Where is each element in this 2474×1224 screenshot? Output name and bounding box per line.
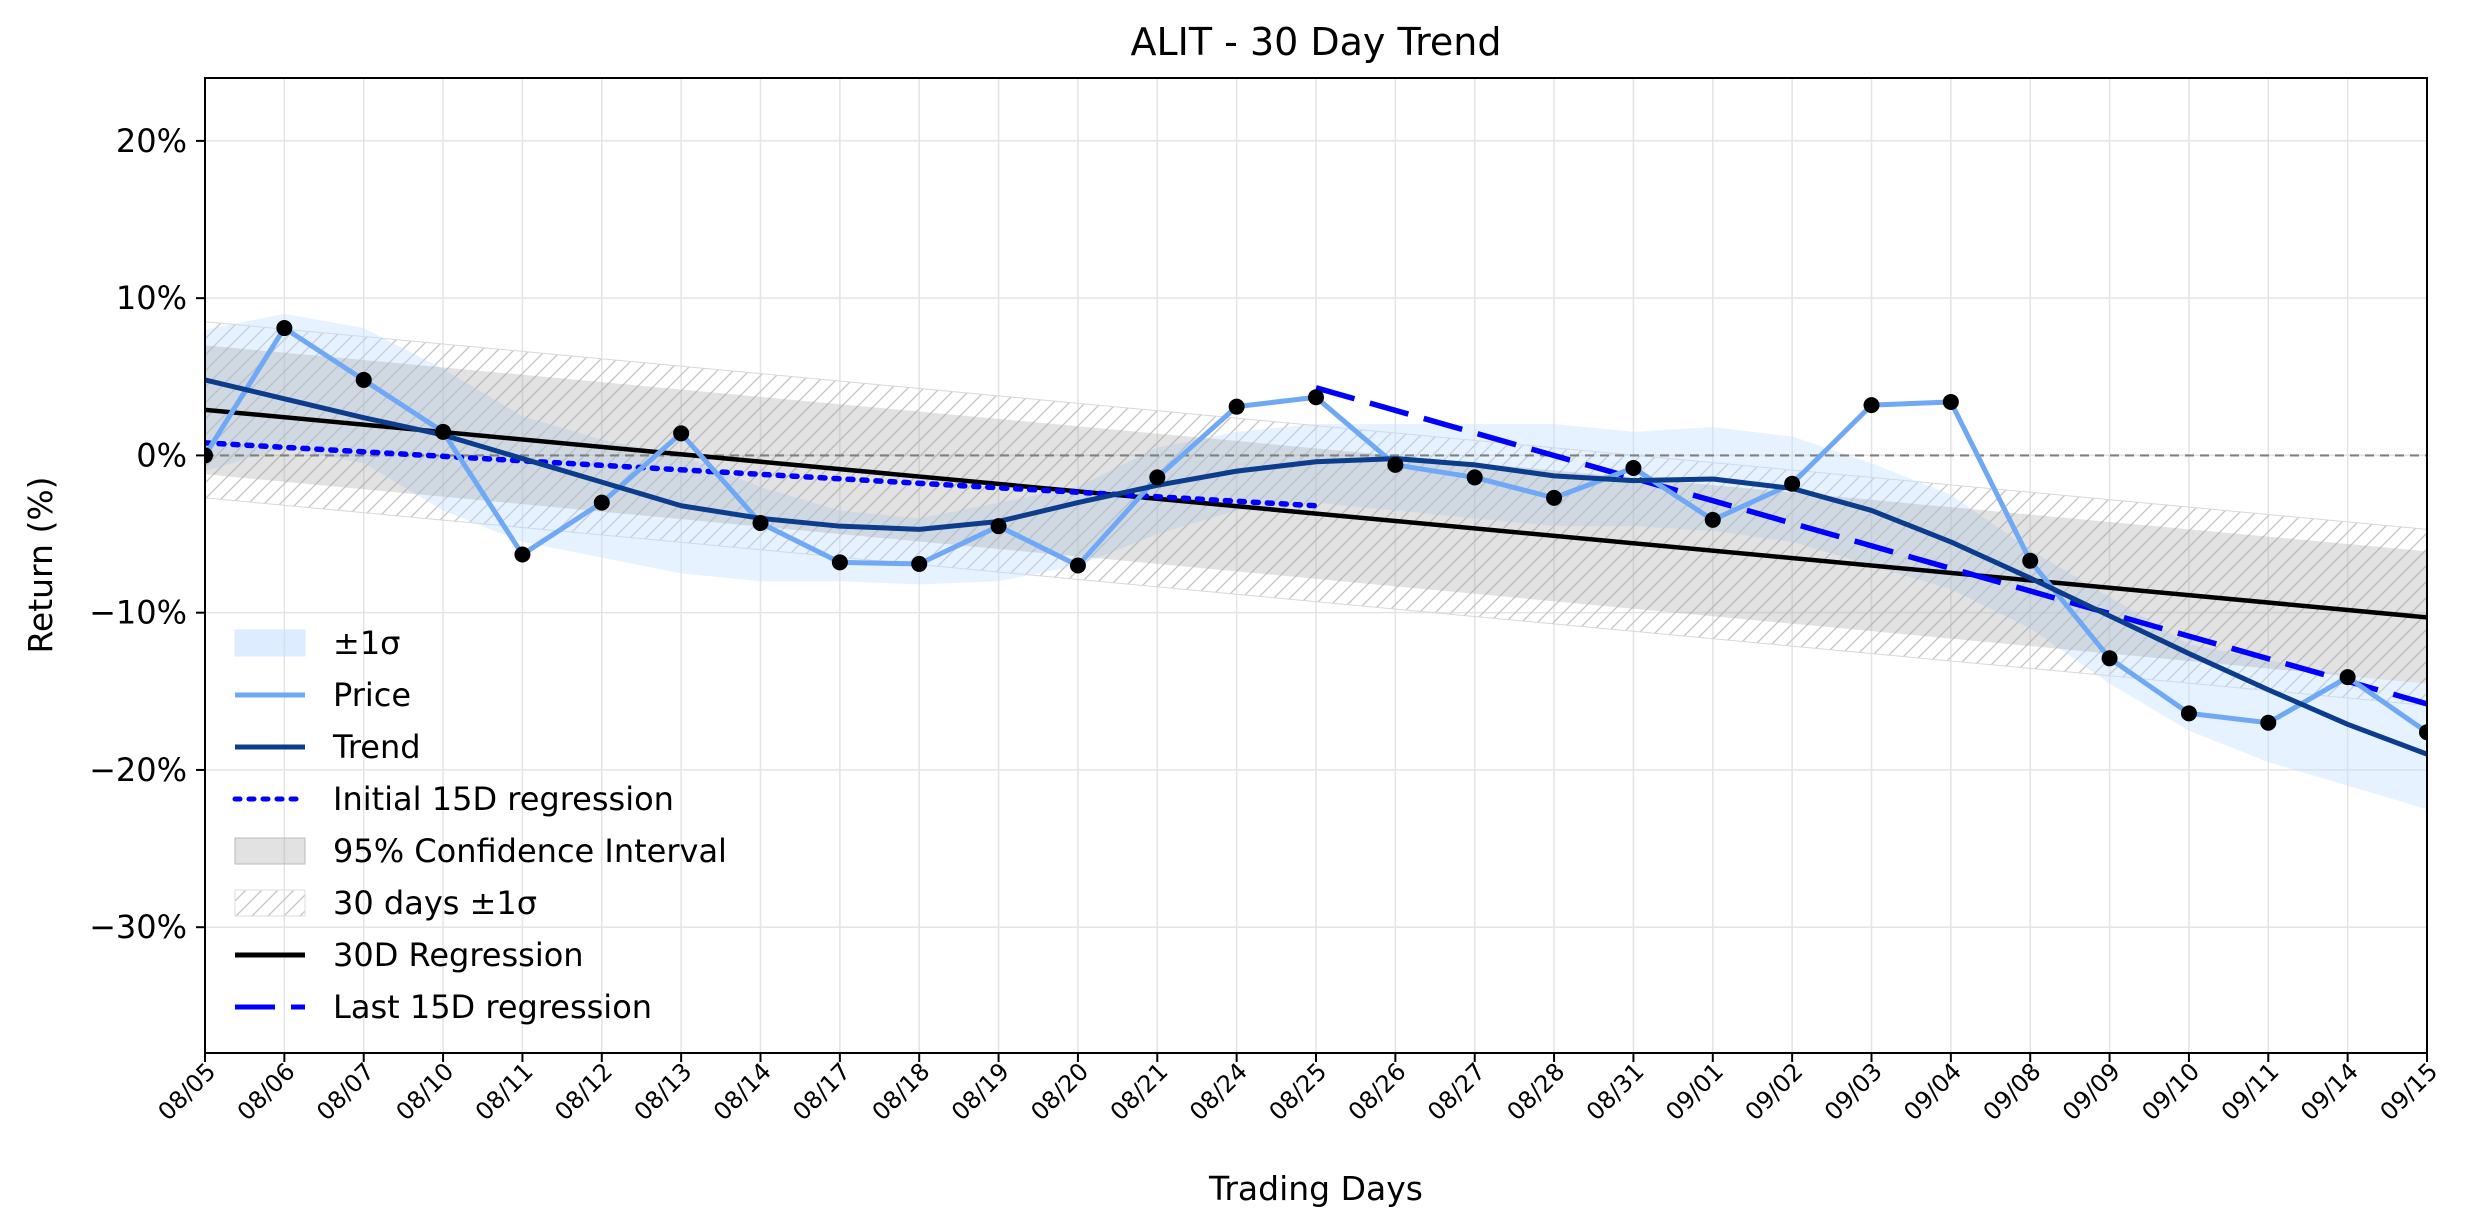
y-tick-label: 0% [136,436,187,474]
x-tick-label: 08/07 [311,1057,380,1126]
x-tick-label: 08/17 [787,1057,856,1126]
x-tick-label: 09/15 [2375,1057,2444,1126]
x-tick-label: 08/20 [1025,1057,1094,1126]
legend-label: 95% Confidence Interval [333,832,727,870]
legend-label: Last 15D regression [333,988,652,1026]
legend-label: ±1σ [333,624,400,662]
x-tick-label: 08/19 [946,1057,1015,1126]
x-tick-label: 09/11 [2216,1057,2285,1126]
price-point [514,546,531,563]
price-point [435,423,452,440]
legend-label: Price [333,676,411,714]
price-point [2260,714,2277,731]
legend-label: Initial 15D regression [333,780,674,818]
x-tick-label: 09/10 [2136,1057,2205,1126]
trend-line [205,377,2427,757]
price-point [593,494,610,511]
price-point [1149,469,1166,486]
y-tick-label: −30% [89,908,187,946]
x-tick-label: 08/13 [629,1057,698,1126]
y-axis-label: Return (%) [21,476,60,653]
price-point [1466,469,1483,486]
x-tick-label: 08/05 [153,1057,222,1126]
price-point [990,518,1007,535]
legend: ±1σ Price Trend Initial 15D regression 95% C… [232,624,727,1026]
thirty-day-regression-line [205,407,2427,620]
x-tick-label: 08/27 [1422,1057,1491,1126]
price-point [1069,557,1086,574]
price-point [1942,393,1959,410]
initial-15d-regression-line [205,440,1319,509]
price-point [831,554,848,571]
price-point [1704,511,1721,528]
plot-area [205,313,2427,810]
x-tick-label: 09/04 [1898,1057,1967,1126]
price-point [1784,475,1801,492]
price-point [2101,650,2118,667]
x-tick-label: 09/09 [2057,1057,2126,1126]
x-tick-label: 08/14 [708,1057,777,1126]
price-point [2180,705,2197,722]
x-tick-label: 08/18 [867,1057,936,1126]
x-tick-label: 09/01 [1660,1057,1729,1126]
x-tick-label: 09/02 [1740,1057,1809,1126]
legend-confidence-swatch [234,837,306,865]
x-tick-label: 08/24 [1184,1057,1253,1126]
price-point [205,447,213,464]
price-point [1863,397,1880,414]
price-point [2419,724,2427,741]
price-point [2339,669,2356,686]
price-point [673,425,690,442]
price-point [276,320,293,337]
y-tick-label: 10% [116,279,187,317]
legend-label: 30 days ±1σ [333,884,537,922]
x-tick-label: 08/31 [1581,1057,1650,1126]
price-point [752,515,769,532]
x-tick-label: 09/14 [2295,1057,2364,1126]
legend-label: 30D Regression [333,936,584,974]
x-tick-label: 09/03 [1819,1057,1888,1126]
x-tick-label: 08/11 [470,1057,539,1126]
x-tick-label: 08/06 [232,1057,301,1126]
legend-label: Trend [332,728,421,766]
last-15d-regression-line [1315,385,2427,707]
y-tick-label: −10% [89,594,187,632]
y-tick-label: 20% [116,122,187,160]
price-point [1308,389,1324,406]
x-tick-label: 08/21 [1105,1057,1174,1126]
sigma-band [205,313,2427,810]
x-tick-label: 08/28 [1502,1057,1571,1126]
price-point [1625,460,1642,476]
chart-title: ALIT - 30 Day Trend [1130,20,1501,64]
x-axis-label: Trading Days [1208,1169,1423,1208]
x-tick-label: 08/12 [549,1057,618,1126]
price-point [911,555,928,572]
price-point [355,371,372,388]
price-point [2022,552,2039,569]
price-point [1228,398,1245,415]
x-tick-label: 08/26 [1343,1057,1412,1126]
x-tick-label: 09/08 [1978,1057,2047,1126]
x-tick-label: 08/10 [391,1057,460,1126]
y-tick-label: −20% [89,751,187,789]
price-point [1546,489,1563,506]
legend-sigma-swatch [234,629,306,657]
price-point [1387,456,1404,473]
legend-thirty-day-sigma-swatch [234,889,306,917]
x-tick-label: 08/25 [1264,1057,1333,1126]
